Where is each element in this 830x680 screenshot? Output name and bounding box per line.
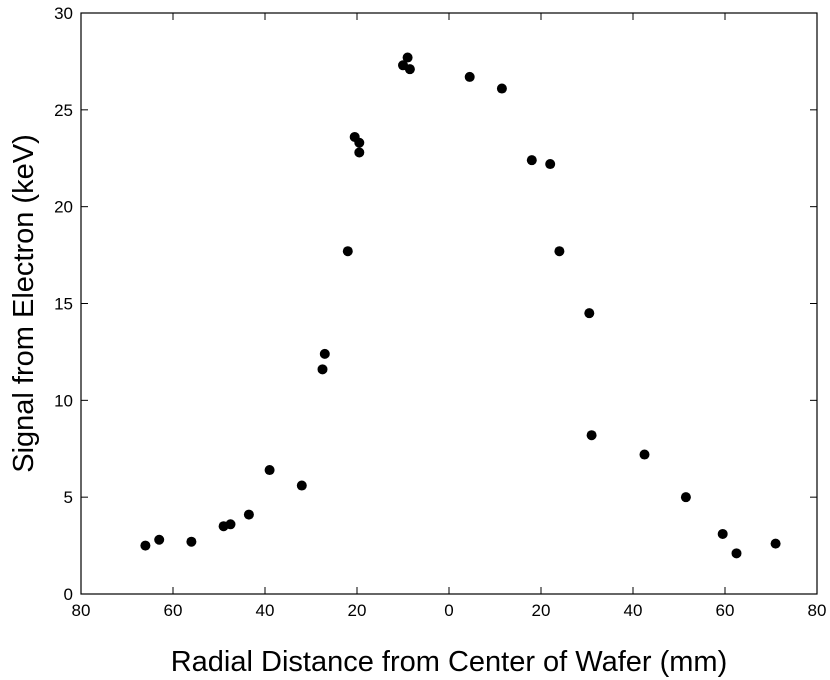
data-point <box>545 159 556 170</box>
y-tick-label: 15 <box>54 295 73 314</box>
x-tick-label: 60 <box>164 601 183 620</box>
data-point <box>296 480 307 491</box>
y-axis-label: Signal from Electron (keV) <box>8 134 40 472</box>
y-tick-label: 5 <box>64 488 73 507</box>
data-point <box>731 548 742 559</box>
x-tick-label: 0 <box>444 601 453 620</box>
x-tick-label: 60 <box>716 601 735 620</box>
data-point <box>140 540 151 551</box>
data-point <box>464 71 475 82</box>
data-point <box>354 137 365 148</box>
data-point <box>639 449 650 460</box>
data-point <box>354 147 365 158</box>
x-tick-label: 80 <box>808 601 827 620</box>
y-tick-label: 25 <box>54 101 73 120</box>
data-point <box>225 519 236 530</box>
data-point <box>586 430 597 441</box>
data-point <box>317 364 328 375</box>
y-tick-label: 0 <box>64 585 73 604</box>
data-point <box>717 528 728 539</box>
data-point <box>526 155 537 166</box>
data-point <box>319 348 330 359</box>
plot-area-frame <box>80 12 818 595</box>
data-point <box>243 509 254 520</box>
x-tick-label: 40 <box>256 601 275 620</box>
data-point <box>584 308 595 319</box>
data-point <box>264 465 275 476</box>
y-axis-ticks: 0 5 10 15 20 25 30 <box>54 4 817 604</box>
x-axis-label: Radial Distance from Center of Wafer (mm… <box>171 646 728 678</box>
y-tick-label: 10 <box>54 391 73 410</box>
y-tick-label: 20 <box>54 198 73 217</box>
data-point <box>154 534 165 545</box>
data-point <box>496 83 507 94</box>
x-tick-label: 40 <box>624 601 643 620</box>
data-point <box>186 536 197 547</box>
data-point <box>554 246 565 257</box>
y-tick-label: 30 <box>54 4 73 23</box>
x-tick-label: 80 <box>72 601 91 620</box>
data-point <box>404 64 415 75</box>
data-point <box>680 492 691 503</box>
x-axis-ticks: 80 60 40 20 0 20 40 60 80 <box>72 13 827 620</box>
x-tick-label: 20 <box>532 601 551 620</box>
data-point <box>402 52 413 63</box>
data-point <box>770 538 781 549</box>
data-points <box>140 52 781 559</box>
x-tick-label: 20 <box>348 601 367 620</box>
data-point <box>342 246 353 257</box>
